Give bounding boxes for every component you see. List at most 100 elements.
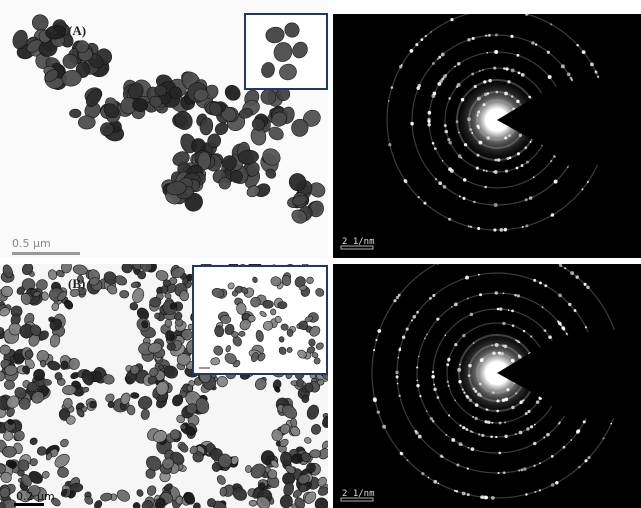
- diffraction-spot: [469, 399, 472, 402]
- diffraction-spot: [499, 228, 503, 232]
- diffraction-spot: [525, 493, 527, 495]
- diffraction-spot: [426, 334, 428, 336]
- diffraction-spot: [487, 409, 489, 411]
- diffraction-spot: [511, 95, 513, 97]
- diffraction-spot: [508, 309, 510, 311]
- diffraction-spot: [456, 464, 459, 467]
- diffraction-spot: [567, 72, 571, 76]
- diffraction-spot: [485, 34, 487, 36]
- diffraction-spot: [433, 92, 437, 96]
- diffraction-spot: [432, 420, 435, 423]
- particle: [78, 116, 95, 129]
- diffraction-spot: [603, 437, 605, 439]
- diffraction-spot: [495, 436, 497, 438]
- diffraction-spot: [492, 171, 494, 173]
- diffraction-spot: [433, 384, 435, 386]
- diffraction-spot: [533, 442, 537, 446]
- diffraction-spot: [415, 431, 419, 435]
- diffraction-spot: [524, 146, 527, 149]
- diffraction-spot: [577, 429, 580, 432]
- diffraction-spot: [438, 181, 442, 185]
- diffraction-spot: [472, 416, 474, 418]
- diffraction-spot: [473, 201, 475, 203]
- diffraction-spot: [553, 261, 556, 264]
- diffraction-spot: [551, 455, 554, 458]
- diffraction-spot: [401, 64, 403, 66]
- diffraction-spot: [503, 67, 506, 70]
- diffraction-spot: [432, 377, 434, 379]
- diffraction-spot: [586, 459, 588, 461]
- diffraction-spot: [459, 364, 461, 366]
- diffraction-spot: [480, 358, 484, 362]
- diffraction-spot: [490, 435, 493, 438]
- diffraction-spot: [491, 422, 493, 424]
- diffraction-spot: [467, 493, 470, 496]
- diffraction-spot: [496, 91, 499, 94]
- diffraction-spot: [461, 98, 464, 101]
- diffraction-spot: [513, 108, 515, 110]
- diffraction-spot: [427, 123, 431, 127]
- diffraction-spot: [481, 434, 484, 437]
- diffraction-spot: [451, 306, 453, 308]
- diffraction-spot: [458, 132, 460, 134]
- particle: [249, 500, 257, 506]
- diffraction-spot: [416, 86, 420, 90]
- diffraction-spot: [595, 71, 598, 74]
- diffraction-spot: [531, 41, 534, 44]
- diffraction-spot: [483, 103, 486, 106]
- diffraction-spot: [479, 293, 482, 296]
- diffraction-spot: [520, 400, 523, 403]
- diffraction-spot: [416, 311, 419, 314]
- diffraction-spot: [488, 421, 491, 424]
- diffraction-spot: [504, 137, 507, 140]
- diffraction-spot: [484, 186, 487, 189]
- diffraction-spot: [469, 128, 472, 131]
- diffraction-spot: [441, 77, 444, 80]
- diffraction-spot: [477, 227, 480, 230]
- panel-label: (B): [68, 276, 85, 291]
- diffraction-spot: [485, 170, 487, 172]
- diffraction-spot: [432, 142, 435, 145]
- diffraction-spot: [472, 431, 474, 433]
- diffraction-spot: [445, 130, 449, 134]
- diffraction-spot: [428, 111, 431, 114]
- diffraction-spot: [417, 196, 419, 198]
- diffraction-spot: [516, 167, 519, 170]
- diffraction-spot: [466, 428, 469, 431]
- diffraction-spot: [402, 336, 405, 339]
- diffraction-spot: [518, 354, 520, 356]
- diffraction-spot: [448, 218, 451, 221]
- diffraction-spot: [463, 178, 467, 182]
- diffraction-spot: [516, 100, 520, 104]
- diffraction-spot: [533, 176, 535, 178]
- diffraction-spot: [463, 392, 465, 394]
- diffraction-spot: [519, 134, 522, 137]
- diffraction-spot: [504, 92, 508, 96]
- diffraction-spot: [468, 364, 472, 368]
- diffraction-spot: [554, 180, 558, 184]
- diffraction-spot: [454, 66, 456, 68]
- diffraction-spot: [438, 56, 441, 59]
- diffraction-spot: [416, 366, 418, 368]
- diffraction-spot: [529, 196, 533, 200]
- diffraction-spot: [559, 264, 562, 267]
- diffraction-spot: [539, 462, 541, 464]
- diffraction-spot: [542, 306, 544, 308]
- particle: [1, 286, 13, 297]
- diffraction-spot: [505, 170, 508, 173]
- diffraction-spot: [465, 276, 469, 280]
- diffraction-spot: [492, 391, 495, 394]
- diffraction-spot: [443, 185, 447, 189]
- diffraction-spot: [458, 154, 462, 158]
- diffraction-spot: [444, 125, 446, 127]
- diffraction-spot: [424, 337, 426, 339]
- diffraction-spot: [527, 410, 530, 413]
- particle: [170, 429, 180, 439]
- diffraction-spot: [484, 420, 487, 423]
- diffraction-spot: [435, 178, 437, 180]
- diffraction-spot: [495, 34, 498, 37]
- diffraction-spot: [441, 53, 445, 57]
- diffraction-spot: [502, 322, 505, 325]
- diffraction-spot: [550, 23, 552, 25]
- diffraction-spot: [448, 359, 450, 361]
